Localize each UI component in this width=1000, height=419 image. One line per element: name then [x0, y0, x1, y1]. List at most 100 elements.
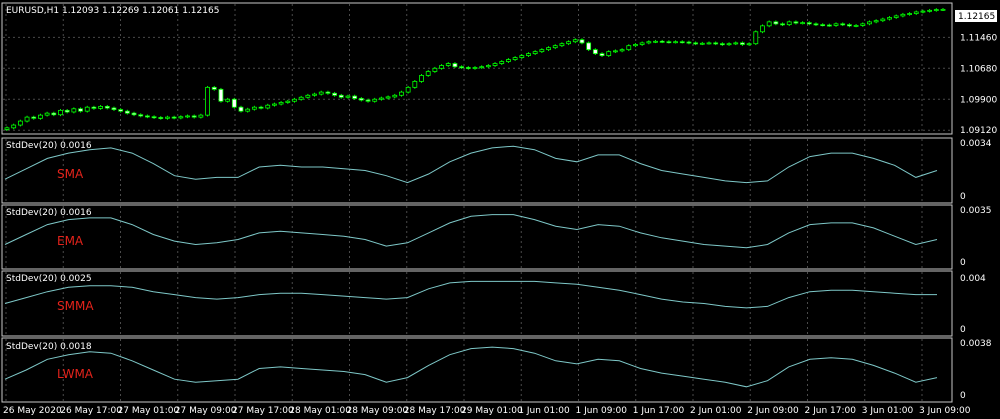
candle-body	[278, 102, 284, 105]
ma-method-label: SMA	[57, 167, 84, 181]
stddev-line	[4, 280, 937, 309]
indicator-grid	[5, 139, 923, 202]
candle-body	[452, 63, 458, 68]
candle-body	[686, 41, 692, 44]
candle-body	[432, 67, 438, 72]
price-panel-frame	[1, 2, 953, 135]
candle-body	[733, 42, 739, 45]
time-axis-label: 3 Jun 09:00	[919, 406, 971, 416]
candle-body	[138, 114, 144, 117]
indicator-panel-smma: StdDev(20) 0.0025 SMMA 0.004 0	[1, 270, 986, 337]
candle-body	[472, 67, 478, 69]
current-price-tag	[955, 10, 997, 22]
time-axis-label: 2 Jun 09:00	[747, 406, 799, 416]
candle-body	[178, 116, 184, 119]
candle-body	[38, 114, 43, 119]
candle-body	[780, 23, 785, 26]
candle-body	[726, 43, 732, 46]
candle-body	[773, 21, 779, 25]
candle-body	[225, 98, 231, 102]
candle-body	[358, 98, 364, 101]
indicator-axis-bottom: 0	[960, 192, 966, 202]
candle-body	[425, 71, 431, 76]
time-axis-label: 3 Jun 01:00	[862, 406, 914, 416]
candle-body	[91, 106, 97, 109]
price-axis-label: 1.09120	[960, 126, 997, 136]
indicator-header: StdDev(20) 0.0018	[6, 342, 92, 352]
candle-body	[706, 42, 712, 45]
candle-body	[572, 39, 578, 43]
candle-body	[552, 45, 558, 49]
candle-body	[412, 81, 418, 88]
price-axis-label: 1.09900	[960, 95, 997, 105]
candle-body	[873, 20, 879, 23]
candle-body	[4, 127, 10, 130]
candle-body	[492, 63, 498, 66]
time-axis-label: 28 May 01:00	[289, 406, 351, 416]
candle-body	[713, 42, 719, 45]
candle-body	[165, 116, 170, 119]
price-panel: EURUSD,H1 1.12093 1.12269 1.12061 1.1216…	[1, 2, 997, 136]
time-axis-label: 27 May 09:00	[175, 406, 237, 416]
candle-body	[17, 120, 23, 126]
candle-body	[666, 41, 672, 44]
indicator-axis-bottom: 0	[960, 391, 966, 401]
candle-body	[332, 92, 338, 96]
candle-body	[746, 43, 752, 46]
candle-body	[679, 41, 685, 44]
candle-body	[599, 53, 605, 56]
time-axis-label: 1 Jun 01:00	[518, 406, 570, 416]
candle-body	[619, 49, 625, 52]
candle-body	[800, 22, 805, 25]
candle-body	[439, 65, 444, 69]
candle-body	[526, 53, 531, 56]
candle-body	[272, 103, 277, 106]
candle-body	[887, 17, 892, 20]
candle-body	[499, 61, 505, 64]
candle-body	[338, 94, 344, 98]
time-axis-label: 29 May 01:00	[461, 406, 523, 416]
candle-body	[940, 8, 946, 11]
candle-body	[445, 63, 451, 66]
candle-body	[867, 21, 872, 25]
candle-body	[699, 42, 705, 45]
stddev-line	[4, 145, 938, 184]
candle-body	[820, 24, 826, 27]
candle-body	[840, 23, 846, 26]
candles-group	[4, 7, 946, 131]
candle-body	[158, 117, 164, 119]
indicator-grid	[5, 272, 923, 335]
candle-body	[653, 40, 658, 43]
candle-body	[64, 109, 70, 113]
candle-body	[144, 115, 150, 118]
candle-body	[84, 106, 90, 112]
price-axis-label: 1.10680	[960, 64, 997, 74]
candle-body	[853, 25, 859, 27]
candle-body	[740, 42, 745, 45]
price-grid	[3, 4, 951, 133]
indicator-axis-top: 0.0038	[960, 339, 992, 349]
candle-body	[312, 93, 317, 96]
candle-body	[766, 21, 772, 27]
candle-body	[98, 106, 103, 109]
candle-body	[673, 41, 678, 44]
candle-body	[58, 109, 63, 116]
indicator-header: StdDev(20) 0.0016	[6, 208, 92, 218]
ma-method-label: LWMA	[57, 367, 94, 381]
indicator-axis-top: 0.0034	[960, 139, 992, 149]
candle-body	[760, 25, 765, 33]
indicator-panel-sma: StdDev(20) 0.0016 SMA 0.0034 0	[1, 137, 992, 204]
candle-body	[11, 124, 17, 129]
stddev-line	[4, 346, 938, 388]
candle-body	[459, 66, 465, 69]
price-axis-label: 1.11460	[960, 33, 997, 43]
candle-body	[519, 55, 525, 58]
candle-body	[592, 49, 598, 55]
candle-body	[251, 106, 257, 110]
candle-body	[813, 23, 819, 26]
candle-body	[693, 42, 699, 45]
time-axis-label: 28 May 17:00	[404, 406, 466, 416]
candle-body	[719, 43, 725, 46]
candle-body	[860, 23, 866, 26]
candle-body	[345, 95, 351, 98]
